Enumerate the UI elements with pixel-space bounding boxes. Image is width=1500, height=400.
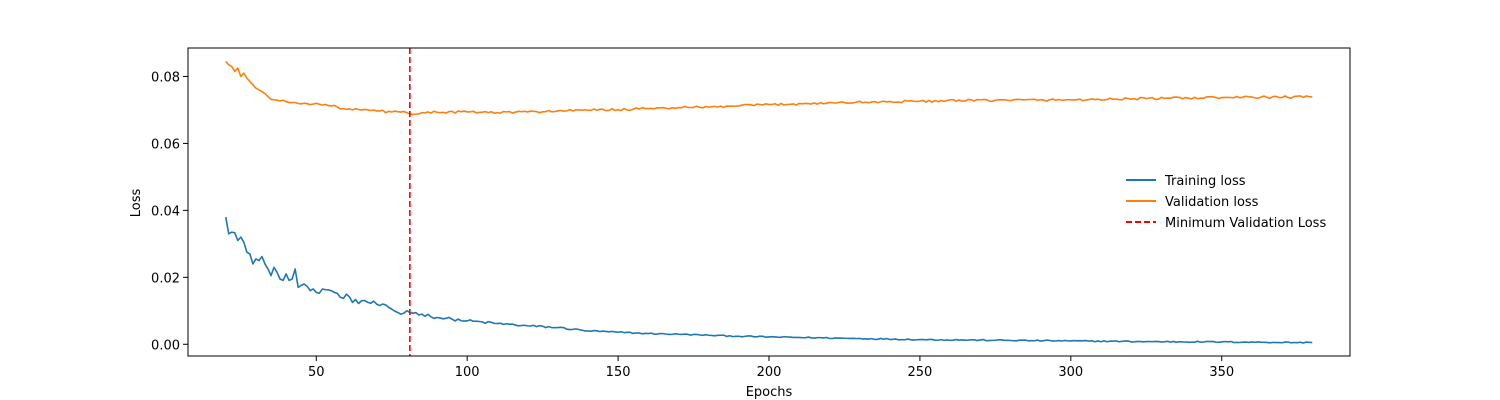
- legend-label-validation: Validation loss: [1165, 195, 1259, 210]
- y-axis: 0.00 0.02 0.04 0.06 0.08: [151, 70, 188, 353]
- plot-area: [224, 48, 1313, 356]
- x-axis-label: Epochs: [746, 385, 793, 400]
- x-tick-label: 250: [907, 365, 932, 380]
- y-tick-label: 0.08: [151, 70, 180, 85]
- x-tick-label: 300: [1058, 365, 1083, 380]
- x-tick-label: 150: [606, 365, 631, 380]
- series-line-training: [224, 216, 1313, 344]
- legend: Training loss Validation loss Minimum Va…: [1126, 174, 1326, 231]
- x-tick-label: 200: [757, 365, 782, 380]
- x-tick-label: 50: [308, 365, 325, 380]
- y-tick-label: 0.02: [151, 271, 180, 286]
- y-axis-label: Loss: [129, 189, 144, 218]
- series-line-validation: [225, 60, 1313, 116]
- y-tick-label: 0.04: [151, 204, 180, 219]
- x-tick-label: 350: [1209, 365, 1234, 380]
- x-axis: 50 100 150 200 250 300 350: [308, 356, 1234, 380]
- y-tick-label: 0.06: [151, 137, 180, 152]
- x-tick-label: 100: [455, 365, 480, 380]
- y-tick-label: 0.00: [151, 338, 180, 353]
- legend-label-min-val: Minimum Validation Loss: [1165, 216, 1326, 231]
- legend-label-training: Training loss: [1164, 174, 1246, 189]
